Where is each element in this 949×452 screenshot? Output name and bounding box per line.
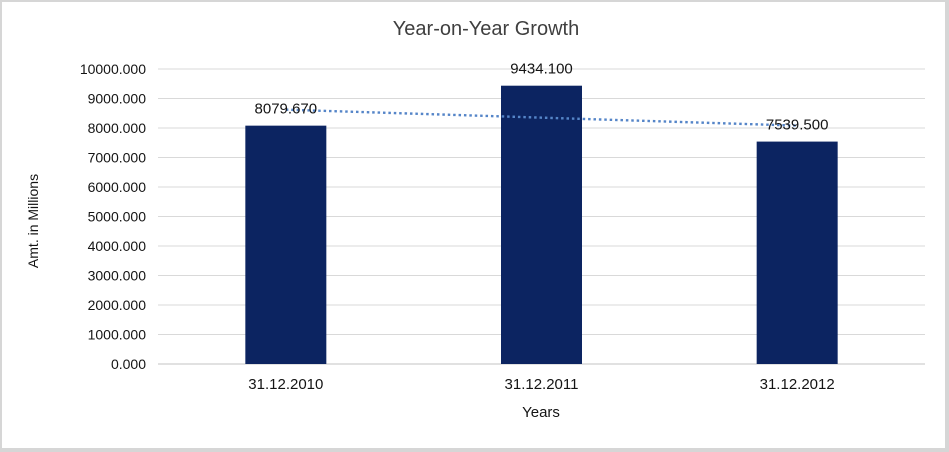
x-axis-title: Years: [522, 404, 560, 421]
y-tick-label: 4000.000: [88, 238, 147, 254]
linear-trendline: [285, 108, 798, 127]
bar-31.12.2010: [245, 125, 327, 364]
y-tick-label: 0.000: [111, 356, 146, 372]
data-label: 9434.100: [510, 61, 573, 78]
y-tick-label: 6000.000: [88, 179, 147, 195]
bar-31.12.2012: [756, 141, 838, 364]
y-tick-label: 1000.000: [88, 327, 147, 343]
x-category-label: 31.12.2012: [760, 376, 835, 393]
labels-layer: 0.000 1000.000 2000.000 3000.000 4000.000 500…: [80, 61, 835, 393]
y-tick-label: 9000.000: [88, 91, 147, 107]
x-category-label: 31.12.2010: [248, 376, 323, 393]
y-tick-label: 2000.000: [88, 297, 147, 313]
bar-31.12.2011: [501, 85, 582, 364]
y-tick-label: 8000.000: [88, 120, 147, 136]
y-tick-label: 5000.000: [88, 209, 147, 225]
trendline-layer: [285, 108, 798, 127]
y-tick-label: 10000.000: [80, 61, 146, 77]
y-tick-label: 3000.000: [88, 268, 147, 284]
y-tick-label: 7000.000: [88, 150, 147, 166]
data-label: 7539.500: [766, 117, 829, 134]
chart-title: Year-on-Year Growth: [393, 18, 579, 40]
x-category-label: 31.12.2011: [505, 376, 579, 393]
data-label: 8079.670: [255, 101, 318, 118]
bars-layer: [245, 85, 838, 364]
y-axis-title: Amt. in Millions: [25, 174, 41, 268]
